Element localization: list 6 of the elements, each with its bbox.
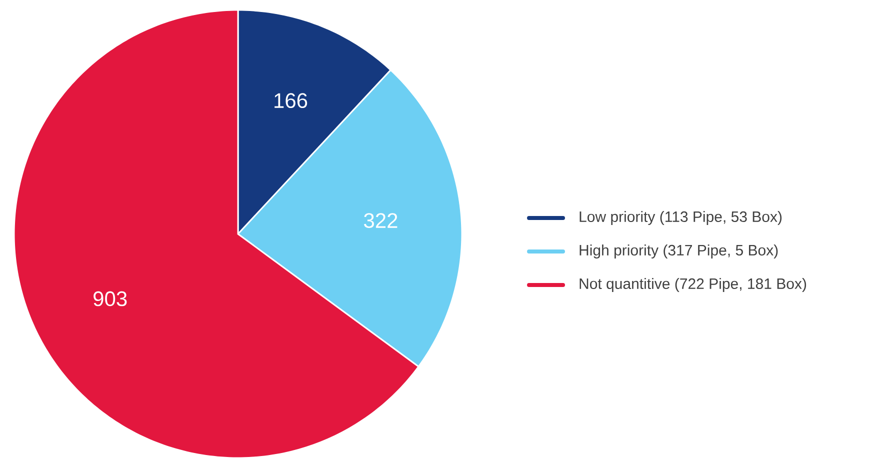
legend-label: Low priority (113 Pipe, 53 Box) bbox=[580, 211, 782, 225]
data-label: 322 bbox=[364, 213, 398, 228]
legend-label: High priority (317 Pipe, 5 Box) bbox=[580, 244, 778, 258]
data-label: 166 bbox=[274, 93, 308, 108]
data-label: 903 bbox=[94, 291, 127, 306]
legend-label: Not quantitive (722 Pipe, 181 Box) bbox=[580, 278, 806, 292]
